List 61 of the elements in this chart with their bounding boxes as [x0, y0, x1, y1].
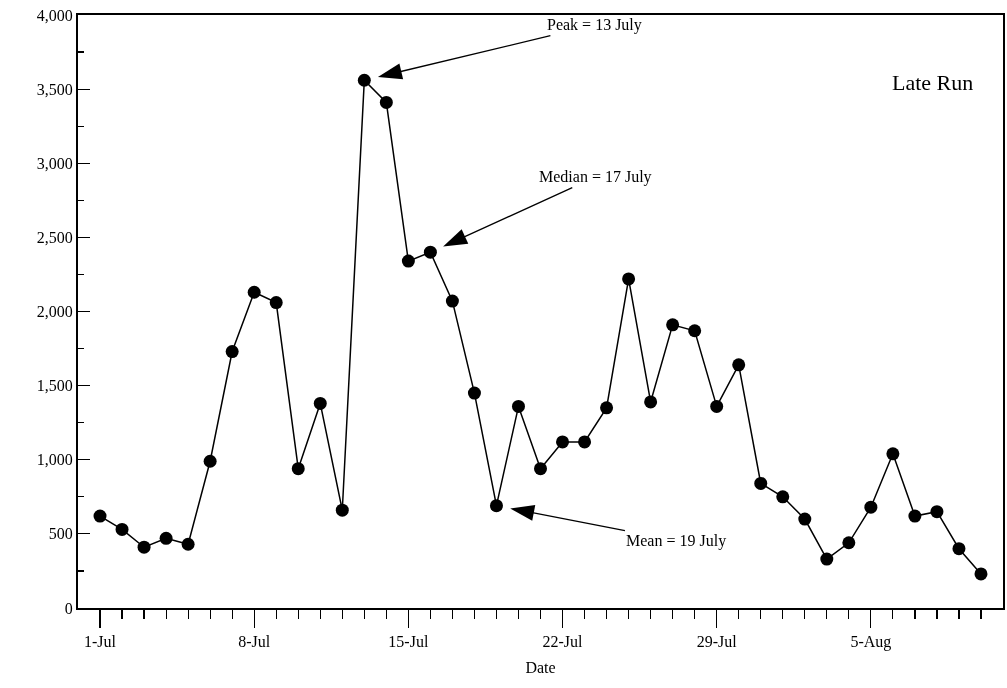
- point: [181, 537, 195, 551]
- point: [754, 476, 768, 490]
- point: [137, 540, 151, 554]
- point: [908, 509, 922, 523]
- x-tick-label: 8-Jul: [238, 633, 271, 651]
- y-tick-label: 500: [48, 525, 73, 543]
- x-tick-label: 1-Jul: [84, 633, 117, 651]
- y-tick-label: 1,000: [36, 451, 73, 469]
- point: [666, 318, 680, 332]
- point: [357, 73, 371, 87]
- point: [732, 358, 746, 372]
- point: [423, 245, 437, 259]
- point: [247, 285, 261, 299]
- point: [842, 536, 856, 550]
- point: [511, 399, 525, 413]
- point: [710, 399, 724, 413]
- point: [776, 490, 790, 504]
- y-tick-label: 2,500: [36, 228, 73, 246]
- y-tick-label: 1,500: [36, 377, 73, 395]
- point: [159, 531, 173, 545]
- annotation: Mean = 19 July: [626, 532, 727, 550]
- annotation: Median = 17 July: [539, 168, 652, 186]
- point: [225, 345, 239, 359]
- point: [644, 395, 658, 409]
- annotation: Peak = 13 July: [547, 16, 642, 34]
- y-tick-label: 3,000: [36, 154, 73, 172]
- point: [622, 272, 636, 286]
- point: [600, 401, 614, 415]
- point: [445, 294, 459, 308]
- y-tick-label: 4,000: [36, 6, 73, 24]
- point: [489, 499, 503, 513]
- x-tick-label: 5-Aug: [850, 633, 892, 652]
- point: [291, 462, 305, 476]
- x-tick-label: 22-Jul: [542, 633, 584, 651]
- point: [534, 462, 547, 476]
- point: [313, 396, 327, 410]
- point: [556, 435, 570, 449]
- y-tick-label: 2,000: [36, 303, 73, 321]
- point: [115, 522, 129, 536]
- x-tick-label: 15-Jul: [388, 633, 429, 651]
- y-tick-label: 3,500: [36, 80, 73, 98]
- point: [401, 254, 415, 268]
- point: [864, 500, 878, 514]
- point: [952, 542, 966, 556]
- x-tick-label: 29-Jul: [696, 633, 738, 651]
- point: [798, 512, 812, 526]
- x-axis-title: Date: [525, 659, 556, 677]
- point: [820, 552, 834, 566]
- point: [379, 95, 393, 109]
- point: [930, 505, 944, 519]
- point: [335, 503, 349, 517]
- point: [578, 435, 592, 449]
- point: [688, 324, 702, 338]
- point: [886, 447, 900, 461]
- point: [974, 567, 988, 581]
- point: [467, 386, 481, 400]
- annotation: Late Run: [892, 70, 974, 95]
- y-tick-label: 0: [64, 599, 73, 617]
- point: [269, 296, 283, 310]
- point: [93, 509, 107, 523]
- point: [203, 454, 217, 468]
